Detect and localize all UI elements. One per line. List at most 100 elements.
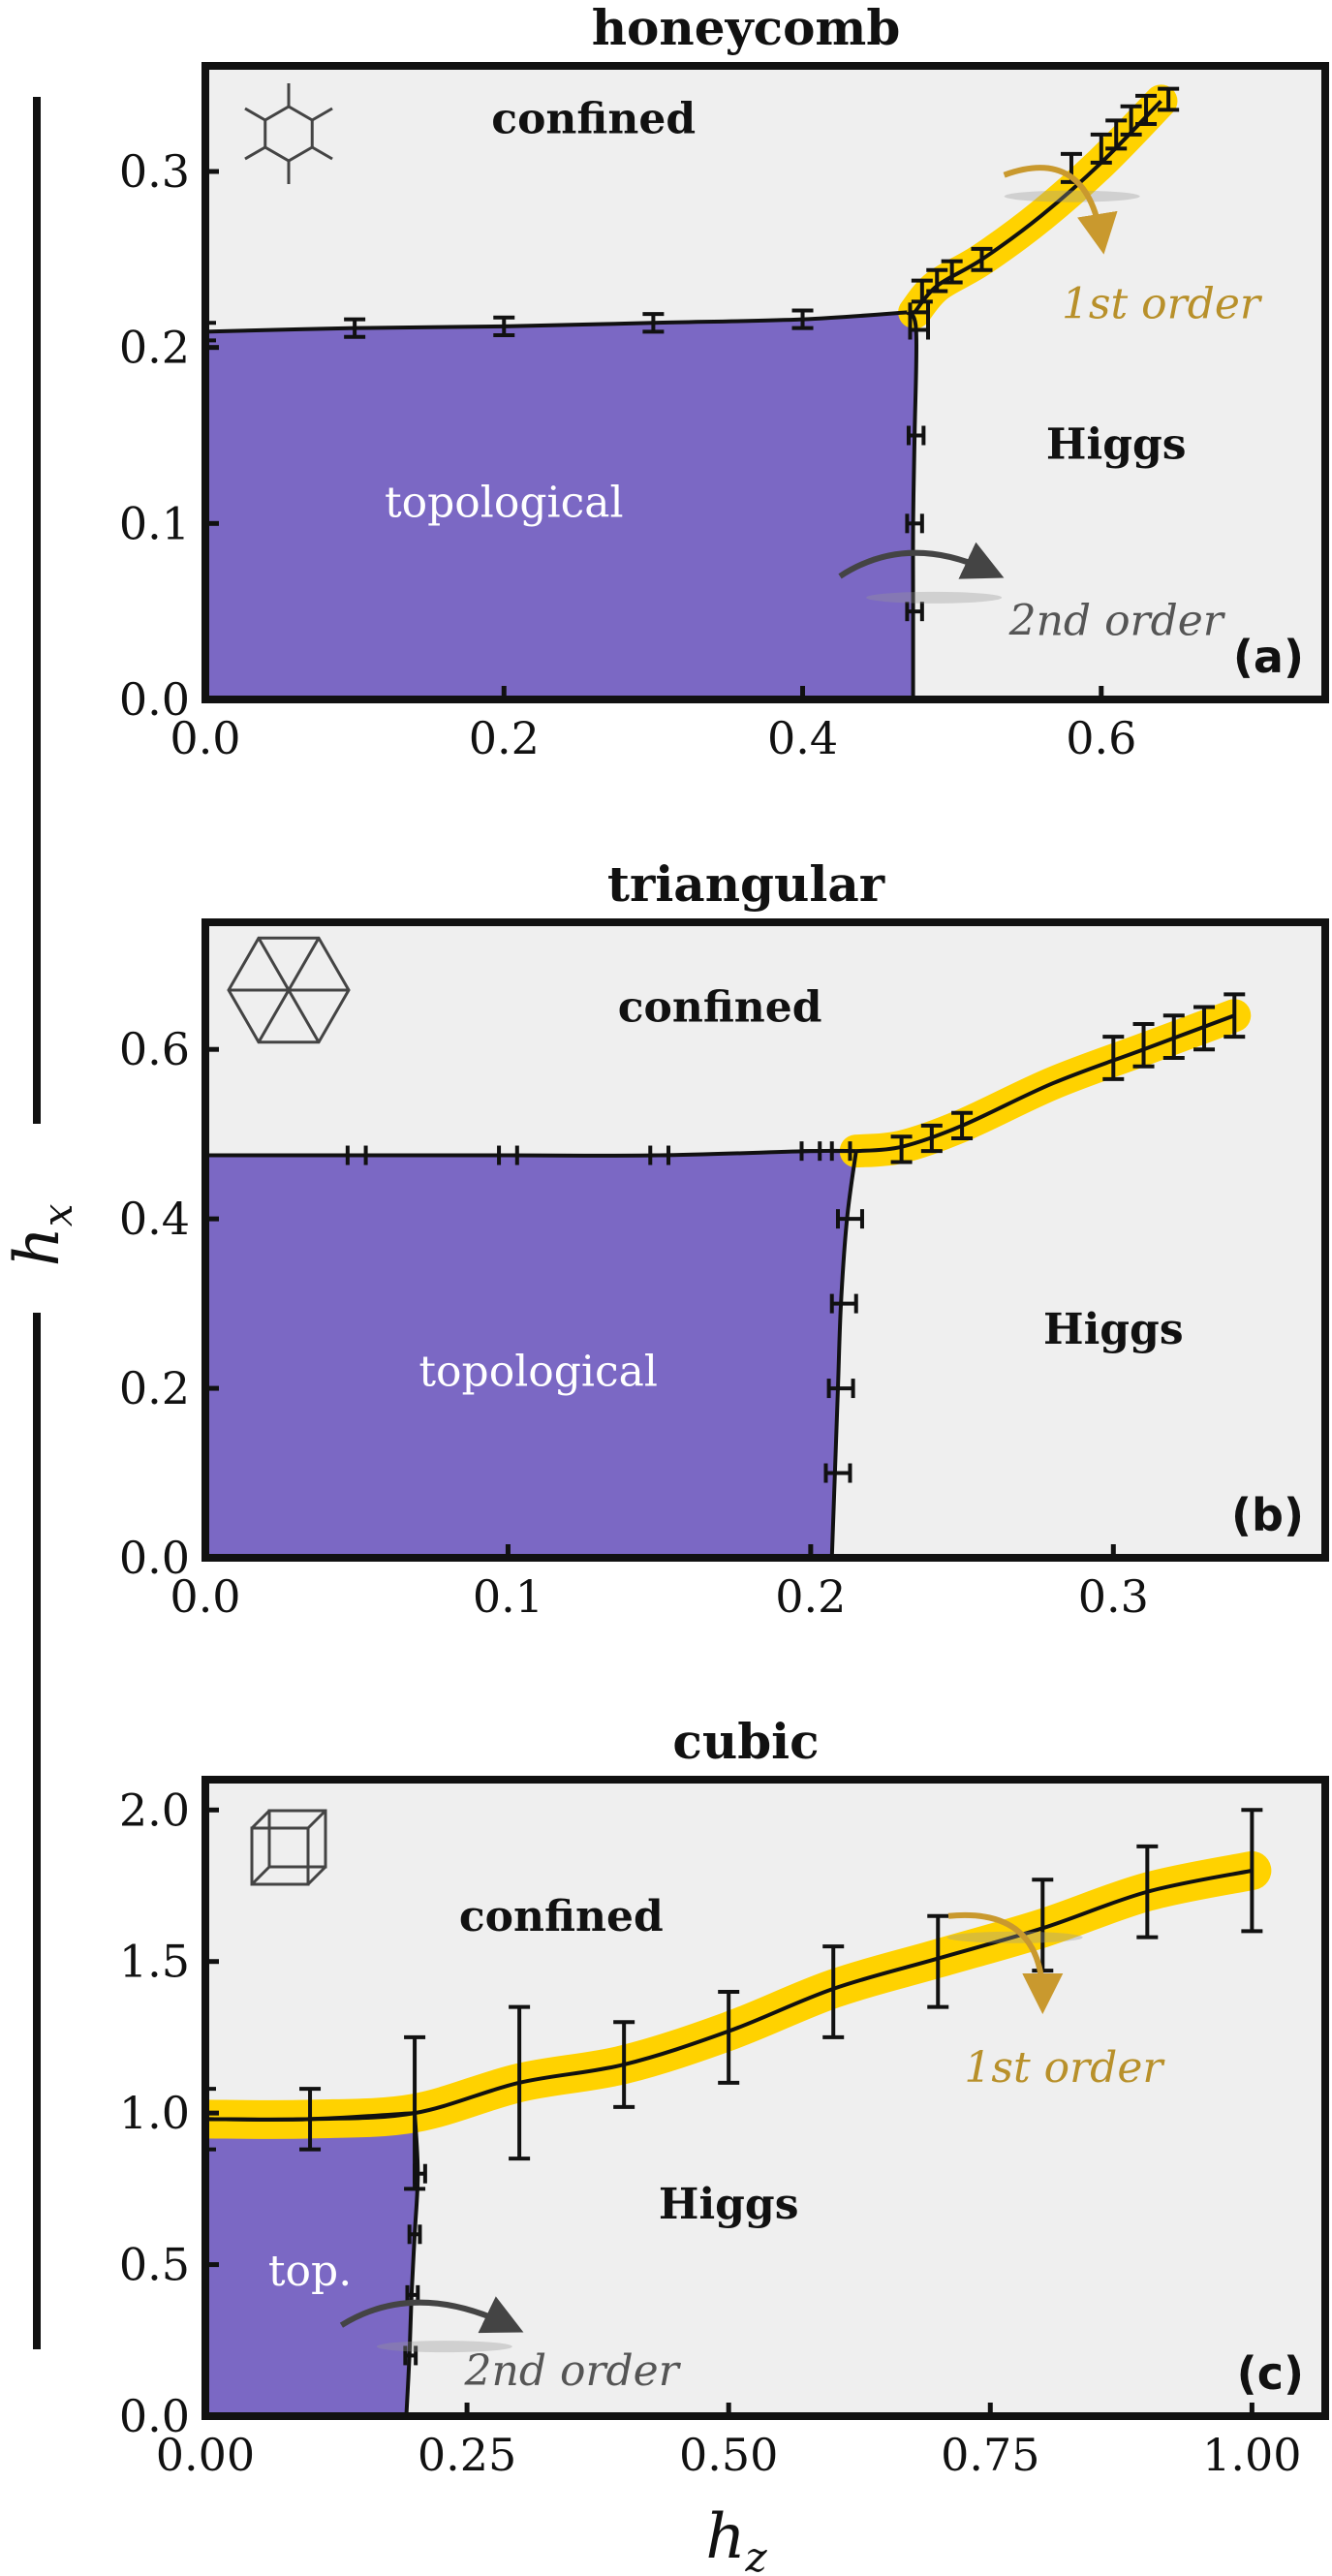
plot-area: [205, 1808, 1272, 2416]
y-tick-label: 0.4: [119, 1193, 190, 1245]
x-tick-label: 0.1: [473, 1570, 543, 1623]
panel-cubic: confined Higgs top. 1st order 2nd order (c) cu…: [119, 1713, 1329, 2481]
icon-bond: [244, 145, 266, 161]
y-tick-label: 0.2: [119, 322, 190, 374]
errorbar-horizontal: [413, 2163, 427, 2184]
errorbar-vertical: [920, 1123, 943, 1154]
second-order-label: 2nd order: [464, 2346, 682, 2396]
errorbar-vertical: [951, 1110, 974, 1141]
errorbar-vertical: [299, 2087, 322, 2152]
errorbar-horizontal: [799, 1141, 822, 1162]
triangular-lattice-icon: [227, 936, 351, 1044]
errorbar-horizontal: [648, 1145, 671, 1165]
errorbar-vertical: [344, 317, 366, 339]
y-axis-title: hx: [2, 1203, 81, 1266]
region-label-higgs: Higgs: [659, 2180, 799, 2229]
errorbar-vertical: [205, 2087, 216, 2152]
second-order-label: 2nd order: [1008, 596, 1226, 645]
first-order-arrow: [1003, 165, 1118, 255]
x-tick-label: 0.0: [170, 712, 240, 764]
errorbar-vertical: [613, 2020, 635, 2109]
region-label-topological: top.: [268, 2247, 352, 2296]
cubic-lattice-icon: [250, 1809, 327, 1886]
icon-cube-edge: [306, 1865, 327, 1886]
icon-cube-front: [250, 1826, 310, 1886]
x-tick-label: 0.75: [941, 2429, 1039, 2481]
first-order-label: 1st order: [1062, 279, 1263, 328]
second-order-arrow-shadow: [376, 2341, 512, 2353]
errorbar-vertical: [1120, 104, 1142, 137]
icon-cube-edge: [250, 1809, 271, 1830]
errorbar-horizontal: [407, 2224, 422, 2245]
panel-label: (b): [1231, 1489, 1304, 1541]
second-order-arrow: [339, 2296, 524, 2334]
errorbar-vertical: [642, 312, 665, 334]
topological-region: [205, 312, 917, 699]
errorbar-horizontal: [403, 2345, 418, 2366]
panel-label: (c): [1237, 2347, 1304, 2400]
errorbar-horizontal: [908, 302, 931, 323]
region-label-confined: confined: [491, 95, 696, 144]
icon-bond: [244, 107, 266, 122]
errorbar-vertical: [493, 315, 515, 337]
y-tick-label: 1.5: [119, 1936, 190, 1988]
errorbar-horizontal: [829, 1141, 852, 1162]
icon-bond: [311, 145, 333, 161]
errorbar-horizontal: [345, 1145, 368, 1165]
panel-title: triangular: [607, 855, 885, 913]
x-tick-label: 0.00: [156, 2429, 255, 2481]
plot-area: [205, 84, 1180, 699]
errorbar-vertical: [890, 1134, 913, 1164]
x-tick-label: 0.25: [418, 2429, 516, 2481]
first-order-arrow-shadow: [1004, 190, 1140, 202]
x-axis-title: hz: [705, 2501, 767, 2576]
first-order-label: 1st order: [964, 2043, 1165, 2093]
errorbar-vertical: [1135, 93, 1158, 126]
errorbar-vertical: [822, 1944, 845, 2039]
y-tick-label: 0.6: [119, 1023, 190, 1075]
x-tick-label: 0.4: [767, 712, 838, 764]
errorbar-vertical: [1158, 86, 1180, 112]
x-tick-label: 0.2: [469, 712, 540, 764]
errorbar-vertical: [205, 321, 216, 343]
errorbar-vertical: [718, 1990, 740, 2085]
errorbar-vertical: [1136, 1844, 1159, 1940]
icon-bond: [311, 107, 333, 122]
errorbar-horizontal: [497, 1145, 519, 1165]
icon-bond: [257, 937, 321, 1043]
plot-area: [205, 992, 1252, 1558]
panel-label: (a): [1233, 631, 1304, 683]
errorbar-vertical: [927, 1913, 949, 2009]
y-tick-label: 1.0: [119, 2087, 190, 2139]
plot-frame: [201, 62, 1329, 703]
region-label-higgs: Higgs: [1046, 420, 1187, 470]
y-tick-label: 0.0: [119, 1532, 190, 1584]
region-label-higgs: Higgs: [1043, 1305, 1184, 1354]
region-label-confined: confined: [618, 982, 822, 1032]
y-tick-label: 0.1: [119, 497, 190, 549]
first-order-arrow-shadow: [946, 1931, 1083, 1943]
y-tick-label: 0.0: [119, 2390, 190, 2442]
x-tick-label: 0.3: [1078, 1570, 1149, 1623]
group-bar-3d: [33, 1313, 41, 2349]
topological-region: [205, 2113, 418, 2416]
x-tick-label: 0.50: [679, 2429, 778, 2481]
errorbar-horizontal: [826, 1379, 855, 1399]
group-bar-2d: [33, 97, 41, 1124]
errorbar-horizontal: [829, 1293, 858, 1314]
y-tick-label: 0.0: [119, 673, 190, 726]
errorbar-horizontal: [905, 602, 924, 622]
panel-honeycomb: confined Higgs topological 1st order 2nd ord…: [119, 0, 1329, 764]
x-tick-label: 1.00: [1202, 2429, 1301, 2481]
y-tick-label: 0.3: [119, 145, 190, 198]
errorbar-horizontal: [835, 1209, 864, 1229]
region-label-confined: confined: [459, 1892, 664, 1941]
errorbar-vertical: [971, 246, 993, 272]
icon-cube-edge: [250, 1865, 271, 1886]
errorbar-horizontal: [906, 425, 926, 446]
icon-cube-edge: [306, 1809, 327, 1830]
phase-boundary-vertical: [404, 2113, 420, 2416]
errorbar-vertical: [1241, 1808, 1263, 1934]
second-order-arrow: [838, 542, 1005, 579]
